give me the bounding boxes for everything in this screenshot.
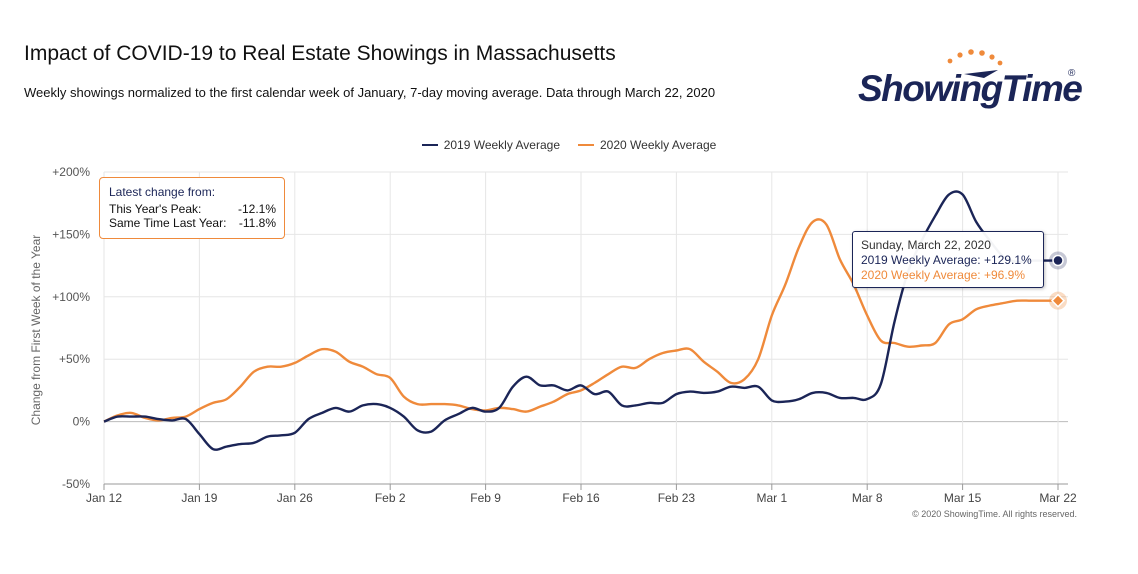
tooltip-2020-value: 2020 Weekly Average: +96.9% bbox=[861, 268, 1026, 282]
last-year-label: Same Time Last Year: bbox=[109, 216, 227, 230]
latest-change-box: Latest change from: This Year's Peak: -1… bbox=[99, 177, 285, 239]
x-tick-label: Mar 1 bbox=[756, 491, 787, 505]
tooltip-date: Sunday, March 22, 2020 bbox=[861, 238, 991, 252]
legend-item-2020[interactable]: 2020 Weekly Average bbox=[578, 138, 716, 152]
chart-title: Impact of COVID-19 to Real Estate Showin… bbox=[24, 42, 616, 65]
peak-value: -12.1% bbox=[237, 202, 276, 216]
last-year-value: -11.8% bbox=[238, 216, 276, 230]
latest-change-row: Same Time Last Year: -11.8% bbox=[109, 216, 276, 230]
legend-item-2019[interactable]: 2019 Weekly Average bbox=[421, 138, 560, 152]
y-tick-label: +100% bbox=[52, 290, 90, 304]
legend-label-2020: 2020 Weekly Average bbox=[600, 138, 717, 152]
marker-2019[interactable] bbox=[1052, 254, 1064, 267]
x-tick-label: Feb 16 bbox=[562, 491, 600, 505]
x-tick-label: Mar 22 bbox=[1039, 491, 1077, 505]
latest-change-title: Latest change from: bbox=[109, 185, 216, 199]
logo-dots-icon bbox=[947, 49, 1003, 78]
copyright-text: © 2020 ShowingTime. All rights reserved. bbox=[912, 509, 1077, 519]
y-tick-label: +200% bbox=[52, 165, 90, 179]
series-line-2020 bbox=[103, 218, 1058, 423]
hover-tooltip: Sunday, March 22, 2020 2019 Weekly Avera… bbox=[852, 231, 1044, 288]
x-tick-label: Jan 19 bbox=[181, 491, 217, 505]
series-line-2019 bbox=[103, 190, 1059, 451]
logo-text: ShowingTime bbox=[858, 68, 1083, 109]
y-tick-label: 0% bbox=[73, 415, 91, 429]
x-tick-label: Mar 15 bbox=[944, 491, 982, 505]
peak-label: This Year's Peak: bbox=[109, 202, 202, 216]
legend-label-2019: 2019 Weekly Average bbox=[443, 138, 560, 152]
x-tick-label: Feb 2 bbox=[375, 491, 406, 505]
latest-change-row: This Year's Peak: -12.1% bbox=[109, 202, 276, 216]
x-tick-label: Jan 26 bbox=[277, 491, 313, 505]
chart-subtitle: Weekly showings normalized to the first … bbox=[24, 85, 716, 100]
x-tick-label: Feb 9 bbox=[470, 491, 501, 505]
x-tick-label: Mar 8 bbox=[852, 491, 883, 505]
y-tick-label: +150% bbox=[52, 227, 90, 241]
marker-2020[interactable] bbox=[1050, 293, 1066, 308]
x-tick-label: Jan 12 bbox=[86, 491, 122, 505]
tooltip-2019-value: 2019 Weekly Average: +129.1% bbox=[861, 253, 1032, 267]
y-tick-label: +50% bbox=[59, 352, 90, 366]
legend-swatch-2019 bbox=[421, 144, 438, 146]
chart-legend: 2019 Weekly Average 2020 Weekly Average bbox=[0, 138, 1138, 152]
x-tick-label: Feb 23 bbox=[658, 491, 696, 505]
y-tick-label: -50% bbox=[62, 477, 90, 491]
legend-swatch-2020 bbox=[578, 144, 594, 146]
logo-registered: ® bbox=[1068, 68, 1076, 79]
showingtime-logo: ShowingTime ® bbox=[852, 48, 1083, 114]
